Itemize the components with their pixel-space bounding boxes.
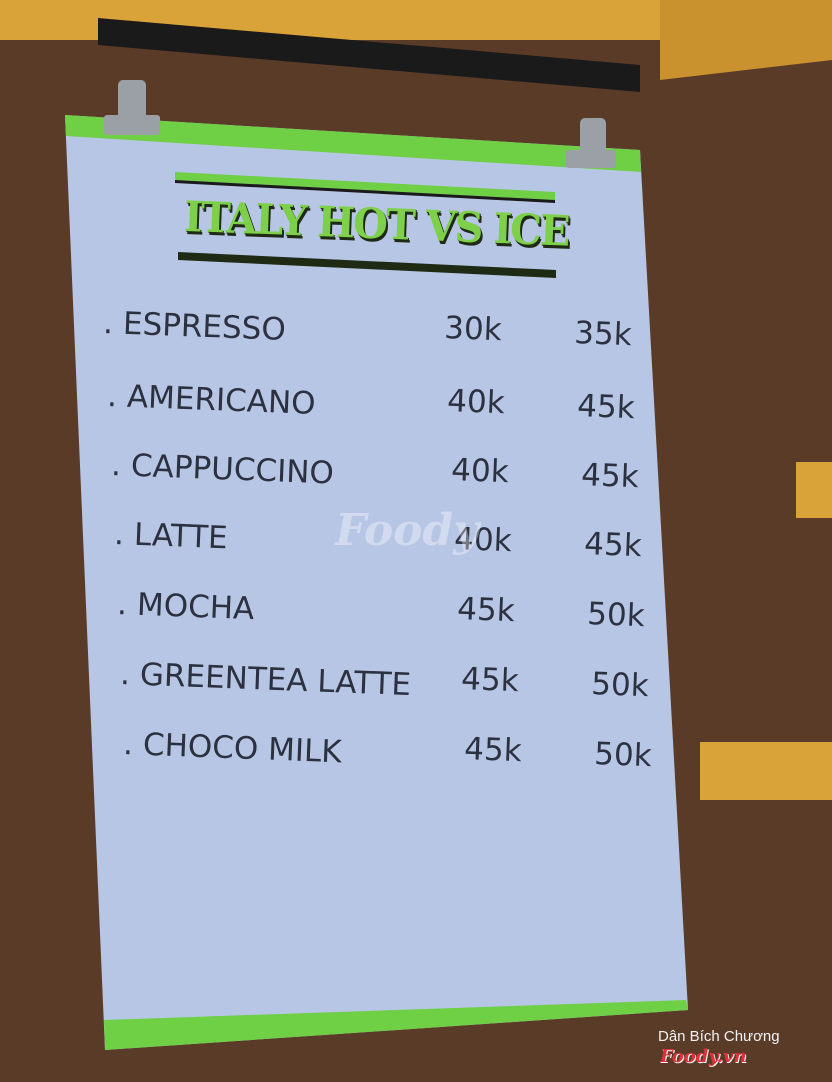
wooden-shelf-right [660, 0, 832, 80]
menu-poster [65, 115, 688, 1050]
menu-item-name: . LATTE [113, 516, 229, 557]
poster-top-band [65, 115, 641, 172]
foody-watermark: Foody [335, 505, 479, 556]
hot-price: 40k [450, 452, 509, 491]
hot-price: 45k [456, 591, 516, 630]
ice-price: 50k [586, 596, 646, 635]
ice-price: 45k [583, 526, 643, 565]
title-line-bottom [178, 252, 556, 278]
menu-item-name: . MOCHA [116, 586, 255, 628]
hot-price: 30k [443, 310, 503, 349]
wooden-shelf-lower [700, 742, 832, 800]
foody-logo: Foody.vn [660, 1046, 747, 1067]
ice-price: 45k [576, 388, 636, 427]
ice-price: 50k [593, 736, 653, 775]
ice-price: 35k [573, 315, 633, 354]
hot-price: 45k [463, 731, 523, 770]
hot-price: 40k [446, 383, 506, 422]
clip-icon [566, 118, 616, 168]
title-line-top-shadow [175, 180, 555, 203]
ice-price: 50k [590, 666, 649, 705]
hot-price: 45k [460, 661, 519, 700]
ice-price: 45k [580, 457, 639, 496]
poster-bottom-band [104, 1000, 688, 1050]
hanging-rail [98, 18, 640, 92]
menu-item-name: . ESPRESSO [102, 305, 287, 348]
clip-icon [104, 80, 160, 135]
title-line-top [175, 172, 555, 200]
photo-credit: Dân Bích Chương [658, 1028, 780, 1045]
wooden-shelf-side [796, 462, 832, 518]
